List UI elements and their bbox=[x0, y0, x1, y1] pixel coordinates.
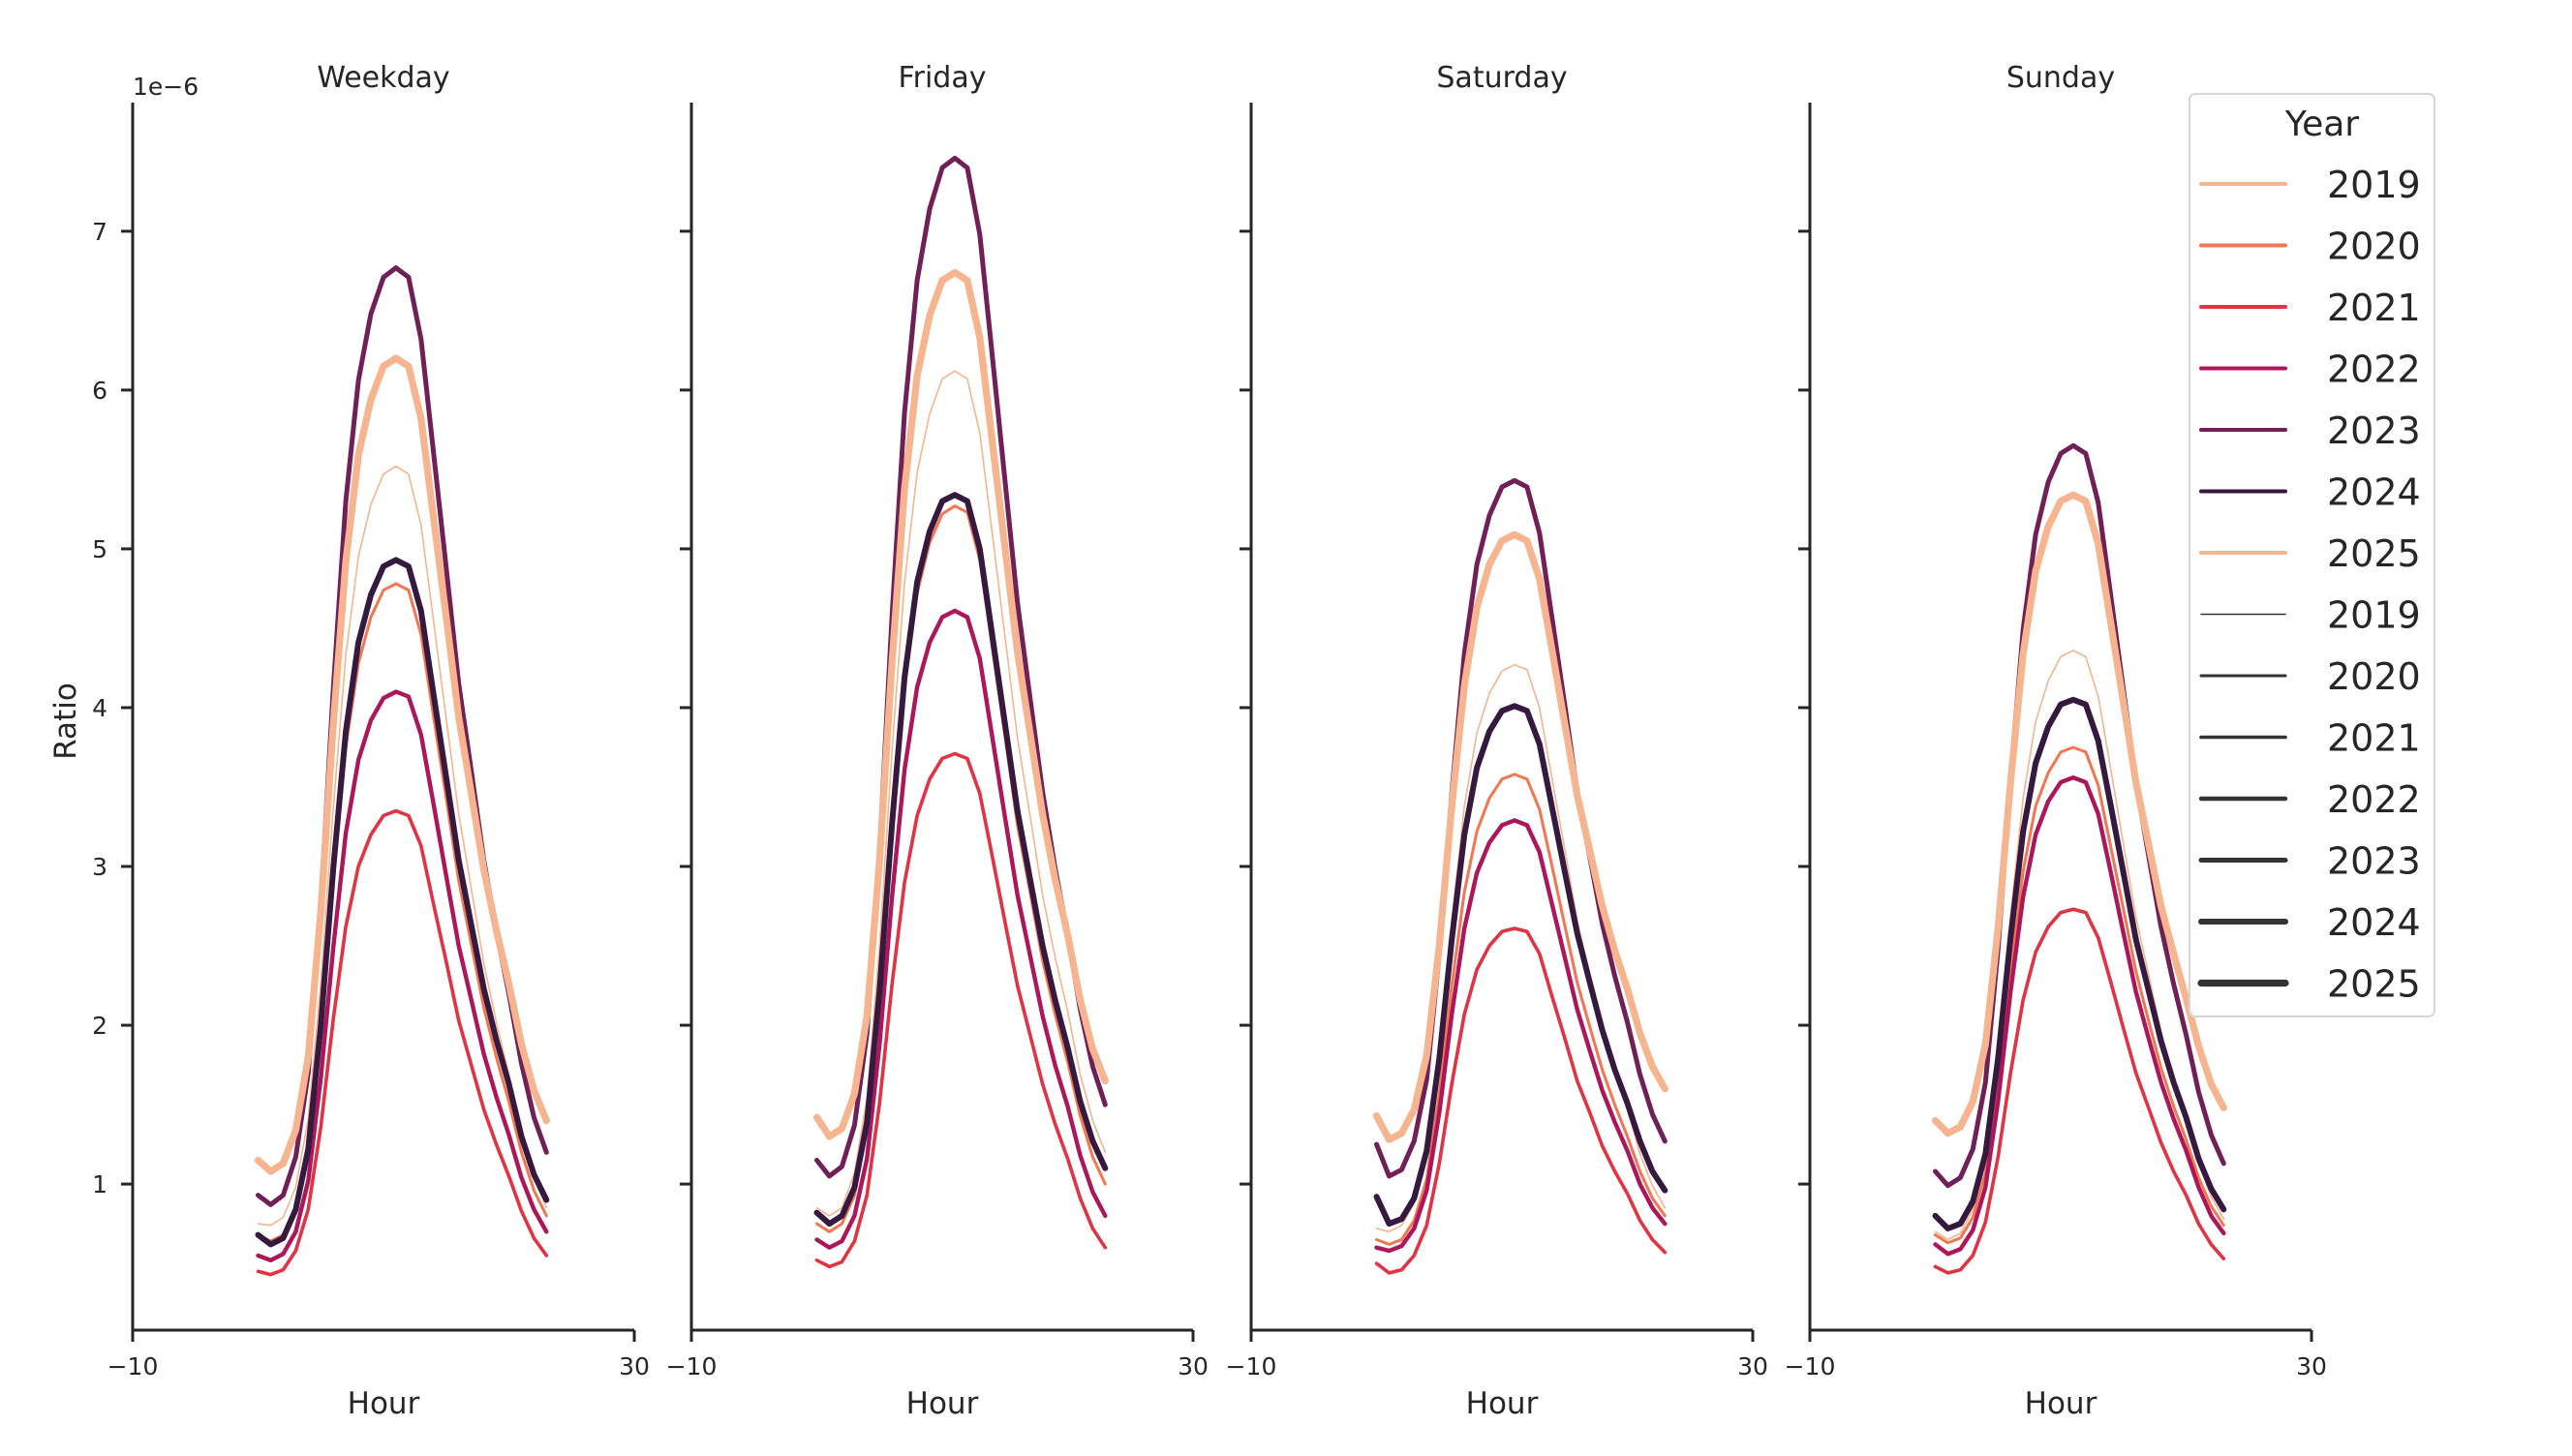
legend-box bbox=[2189, 93, 2435, 1017]
series-line-weekday-2025 bbox=[254, 354, 550, 1175]
series-line-friday-2019 bbox=[815, 370, 1107, 1217]
x-tick-label: −10 bbox=[1226, 1352, 1277, 1380]
y-tick-label: 5 bbox=[92, 535, 107, 563]
panel-title: Saturday bbox=[1436, 61, 1567, 95]
y-tick-label: 1 bbox=[92, 1170, 107, 1198]
legend-entry-label: 2020 bbox=[2327, 226, 2421, 268]
x-axis-label: Hour bbox=[2025, 1386, 2097, 1421]
y-tick-label: 7 bbox=[92, 218, 107, 246]
legend-entry-label: 2024 bbox=[2327, 901, 2421, 944]
legend-entry-label: 2019 bbox=[2327, 164, 2421, 206]
offset-label: 1e−6 bbox=[133, 73, 199, 101]
x-tick-label: 30 bbox=[2296, 1352, 2327, 1380]
series-line-friday-2021 bbox=[814, 751, 1108, 1269]
series-line-weekday-2024 bbox=[255, 557, 550, 1248]
series-line-friday-2024 bbox=[813, 492, 1109, 1228]
legend-title: Year bbox=[2284, 105, 2359, 144]
legend-entry-label: 2021 bbox=[2327, 717, 2421, 760]
series-line-saturday-2019 bbox=[1375, 663, 1667, 1233]
panel-title: Friday bbox=[899, 61, 987, 95]
series-line-sunday-2021 bbox=[1933, 907, 2226, 1275]
series-line-sunday-2019 bbox=[1934, 650, 2225, 1241]
legend-entry-label: 2022 bbox=[2327, 778, 2421, 821]
y-axis-label: Ratio bbox=[48, 682, 83, 760]
x-tick-label: −10 bbox=[1785, 1352, 1836, 1380]
series-line-friday-2025 bbox=[812, 268, 1109, 1140]
panel-title: Sunday bbox=[2006, 61, 2115, 95]
series-line-weekday-2021 bbox=[256, 808, 549, 1277]
legend-entry-label: 2021 bbox=[2327, 287, 2421, 329]
legend-entry-label: 2025 bbox=[2327, 532, 2421, 575]
series-line-sunday-2025 bbox=[1931, 491, 2227, 1138]
y-tick-label: 2 bbox=[92, 1012, 107, 1040]
x-tick-label: −10 bbox=[666, 1352, 718, 1380]
x-axis-label: Hour bbox=[1466, 1386, 1539, 1421]
legend-entry-label: 2023 bbox=[2327, 410, 2421, 452]
series-line-sunday-2022 bbox=[1933, 775, 2226, 1257]
x-tick-label: −10 bbox=[107, 1352, 159, 1380]
series-line-friday-2022 bbox=[814, 608, 1108, 1250]
series-line-sunday-2024 bbox=[1932, 696, 2227, 1231]
y-tick-label: 4 bbox=[92, 694, 107, 722]
legend-entry-label: 2022 bbox=[2327, 349, 2421, 391]
x-tick-label: 30 bbox=[1737, 1352, 1768, 1380]
legend-entry-label: 2020 bbox=[2327, 655, 2421, 698]
series-line-saturday-2023 bbox=[1374, 477, 1668, 1179]
legend-entry-label: 2025 bbox=[2327, 963, 2421, 1006]
panel-title: Weekday bbox=[317, 61, 449, 95]
series-line-saturday-2025 bbox=[1372, 531, 1669, 1143]
y-tick-label: 3 bbox=[92, 853, 107, 881]
x-axis-label: Hour bbox=[348, 1386, 420, 1421]
legend-entry-label: 2023 bbox=[2327, 840, 2421, 883]
series-line-saturday-2020 bbox=[1375, 773, 1667, 1246]
y-tick-label: 6 bbox=[92, 377, 107, 405]
series-line-sunday-2020 bbox=[1934, 745, 2225, 1245]
series-line-sunday-2023 bbox=[1933, 442, 2226, 1189]
x-axis-label: Hour bbox=[906, 1386, 979, 1421]
x-tick-label: 30 bbox=[619, 1352, 650, 1380]
series-line-weekday-2020 bbox=[257, 582, 548, 1243]
x-tick-label: 30 bbox=[1178, 1352, 1209, 1380]
series-line-weekday-2022 bbox=[256, 689, 549, 1262]
series-line-saturday-2021 bbox=[1374, 926, 1668, 1275]
series-line-weekday-2019 bbox=[257, 465, 548, 1227]
legend-entry-label: 2024 bbox=[2327, 471, 2421, 514]
legend-entry-label: 2019 bbox=[2327, 594, 2421, 637]
series-line-saturday-2024 bbox=[1373, 703, 1669, 1228]
series-line-saturday-2022 bbox=[1374, 818, 1668, 1254]
